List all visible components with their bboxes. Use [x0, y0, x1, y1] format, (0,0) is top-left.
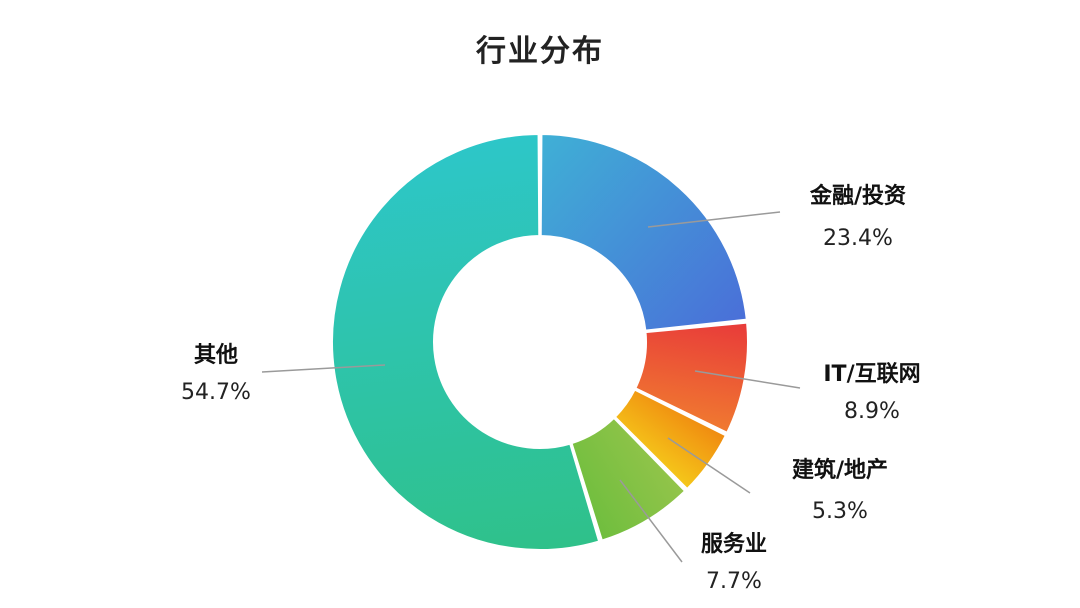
label-value-service: 7.7% [706, 569, 762, 594]
leader-line-construction [667, 437, 751, 494]
slice-service [570, 416, 687, 542]
label-name-construction: 建筑/地产 [792, 457, 888, 483]
label-name-service: 服务业 [701, 532, 767, 557]
leader-line-it [694, 370, 801, 389]
chart-title: 行业分布 [476, 34, 604, 69]
leader-line-service [619, 479, 683, 563]
label-value-construction: 5.3% [812, 499, 868, 524]
label-value-finance: 23.4% [823, 226, 893, 251]
leader-line-other [261, 364, 386, 373]
leader-line-finance [647, 211, 781, 228]
label-value-it: 8.9% [844, 399, 900, 424]
label-value-other: 54.7% [181, 380, 251, 405]
label-name-other: 其他 [194, 343, 238, 368]
slice-finance [539, 132, 748, 332]
slice-other [331, 132, 601, 551]
label-name-finance: 金融/投资 [809, 183, 906, 209]
label-name-it: IT/互联网 [823, 362, 920, 387]
slice-it [634, 321, 749, 435]
